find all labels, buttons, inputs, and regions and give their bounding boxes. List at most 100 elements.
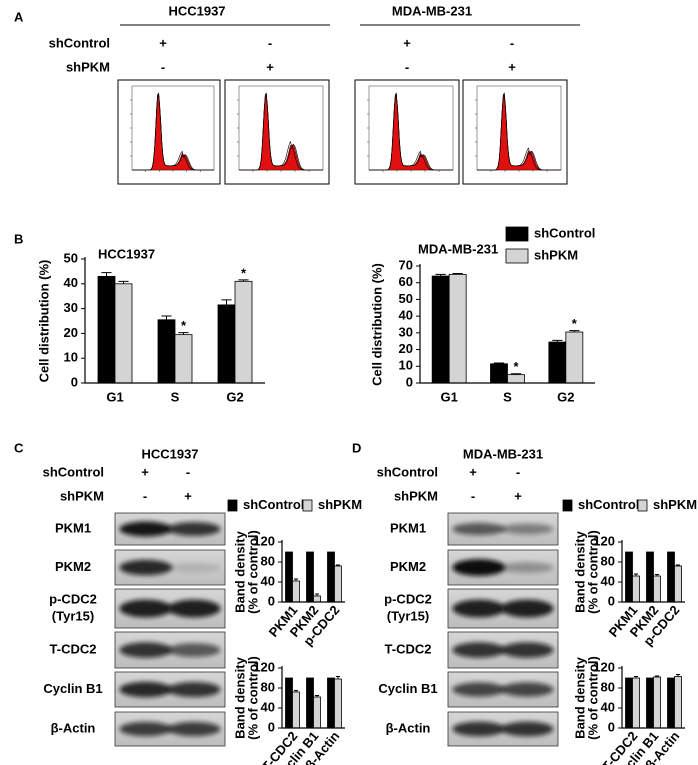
x-tick-label: G1 — [440, 389, 457, 404]
y-tick-label: 0 — [71, 374, 78, 389]
group-title: HCC1937 — [168, 3, 225, 18]
significance-mark: * — [241, 265, 247, 280]
condition-mark: + — [469, 464, 477, 479]
panel-letter: B — [14, 231, 23, 246]
y-axis-label: (% of control) — [245, 656, 260, 740]
blot-band — [119, 642, 173, 658]
y-tick-label: 40 — [261, 699, 275, 714]
blot-label: p-CDC2 — [384, 591, 432, 606]
condition-mark: + — [141, 464, 149, 479]
legend-swatch — [505, 248, 529, 264]
blot-band — [452, 682, 506, 697]
blot-band — [167, 562, 221, 573]
y-tick-label: 70 — [399, 257, 413, 272]
blot-label: β-Actin — [51, 720, 96, 735]
group-title: MDA-MB-231 — [392, 3, 472, 18]
blot-label: (Tyr15) — [387, 608, 429, 623]
y-tick-label: 40 — [601, 573, 615, 588]
legend-swatch — [505, 226, 529, 242]
y-tick-label: 40 — [601, 699, 615, 714]
y-tick-label: 120 — [253, 659, 275, 674]
error-bar — [452, 273, 463, 275]
blot-label: PKM1 — [390, 520, 426, 535]
error-bar — [118, 280, 129, 284]
blot-label: PKM2 — [55, 559, 91, 574]
legend-label: shPKM — [534, 247, 578, 262]
blot-band — [167, 721, 221, 737]
blot-band — [452, 721, 506, 737]
error-bar — [335, 676, 341, 679]
y-tick-label: 80 — [601, 553, 615, 568]
y-axis-label: Cell distribution (%) — [36, 260, 51, 383]
bar — [334, 565, 342, 603]
blot-band — [452, 599, 506, 618]
histogram-curve — [369, 94, 453, 171]
y-tick-label: 50 — [399, 291, 413, 306]
error-bar — [293, 578, 299, 581]
error-bar — [510, 373, 522, 375]
x-tick-label: G2 — [226, 389, 243, 404]
bar — [292, 691, 300, 729]
y-axis-label: (% of control) — [585, 656, 600, 740]
bar — [334, 678, 342, 729]
blot-label: (Tyr15) — [52, 608, 94, 623]
legend-swatch — [227, 499, 238, 512]
bar — [157, 319, 176, 384]
significance-mark: * — [572, 316, 578, 331]
y-axis-label: (% of control) — [245, 530, 260, 614]
x-tick-label: G1 — [106, 389, 123, 404]
blot-band — [500, 682, 554, 697]
y-tick-label: 0 — [608, 593, 615, 608]
blot-band — [119, 559, 173, 576]
blot-band — [119, 521, 173, 537]
y-tick-label: 80 — [261, 679, 275, 694]
row-label: shControl — [49, 35, 110, 50]
row-label: shPKM — [60, 488, 104, 503]
y-axis-label: (% of control) — [585, 530, 600, 614]
blot-label: Cyclin B1 — [43, 681, 102, 696]
x-tick-label: S — [503, 389, 512, 404]
error-bar — [675, 674, 681, 677]
y-tick-label: 0 — [406, 374, 413, 389]
legend-label: shPKM — [318, 497, 362, 512]
y-tick-label: 120 — [593, 533, 615, 548]
error-bar — [101, 272, 112, 277]
y-tick-label: 10 — [64, 350, 78, 365]
panel-letter: A — [14, 9, 24, 24]
bar — [285, 551, 293, 603]
bar — [632, 677, 640, 729]
blot-label: T-CDC2 — [50, 641, 97, 656]
y-tick-label: 10 — [399, 358, 413, 373]
blot-label: T-CDC2 — [385, 641, 432, 656]
y-tick-label: 30 — [399, 324, 413, 339]
y-tick-label: 60 — [399, 274, 413, 289]
error-bar — [161, 315, 172, 320]
y-tick-label: 40 — [399, 308, 413, 323]
error-bar — [569, 330, 580, 333]
chart-title: MDA-MB-231 — [418, 241, 498, 256]
error-bar — [221, 299, 232, 305]
significance-mark: * — [513, 359, 519, 374]
error-bar — [633, 676, 639, 678]
legend-swatch — [302, 499, 313, 512]
blot-label: PKM1 — [55, 520, 91, 535]
error-bar — [654, 675, 660, 677]
error-bar — [435, 273, 446, 277]
y-tick-label: 40 — [64, 275, 78, 290]
condition-mark: - — [471, 488, 475, 503]
blot-band — [167, 681, 221, 698]
blot-band — [500, 562, 554, 573]
y-axis-label: Band density — [572, 530, 587, 612]
y-tick-label: 0 — [608, 719, 615, 734]
y-tick-label: 0 — [268, 719, 275, 734]
bar — [174, 334, 193, 384]
blot-band — [119, 599, 173, 618]
error-bar — [238, 279, 249, 282]
blot-label: PKM2 — [390, 559, 426, 574]
bar — [653, 676, 661, 729]
histogram-curve — [239, 94, 323, 171]
blot-label: β-Actin — [386, 720, 431, 735]
histogram-curve — [132, 94, 214, 171]
condition-mark: - — [143, 488, 147, 503]
error-bar — [314, 695, 320, 697]
